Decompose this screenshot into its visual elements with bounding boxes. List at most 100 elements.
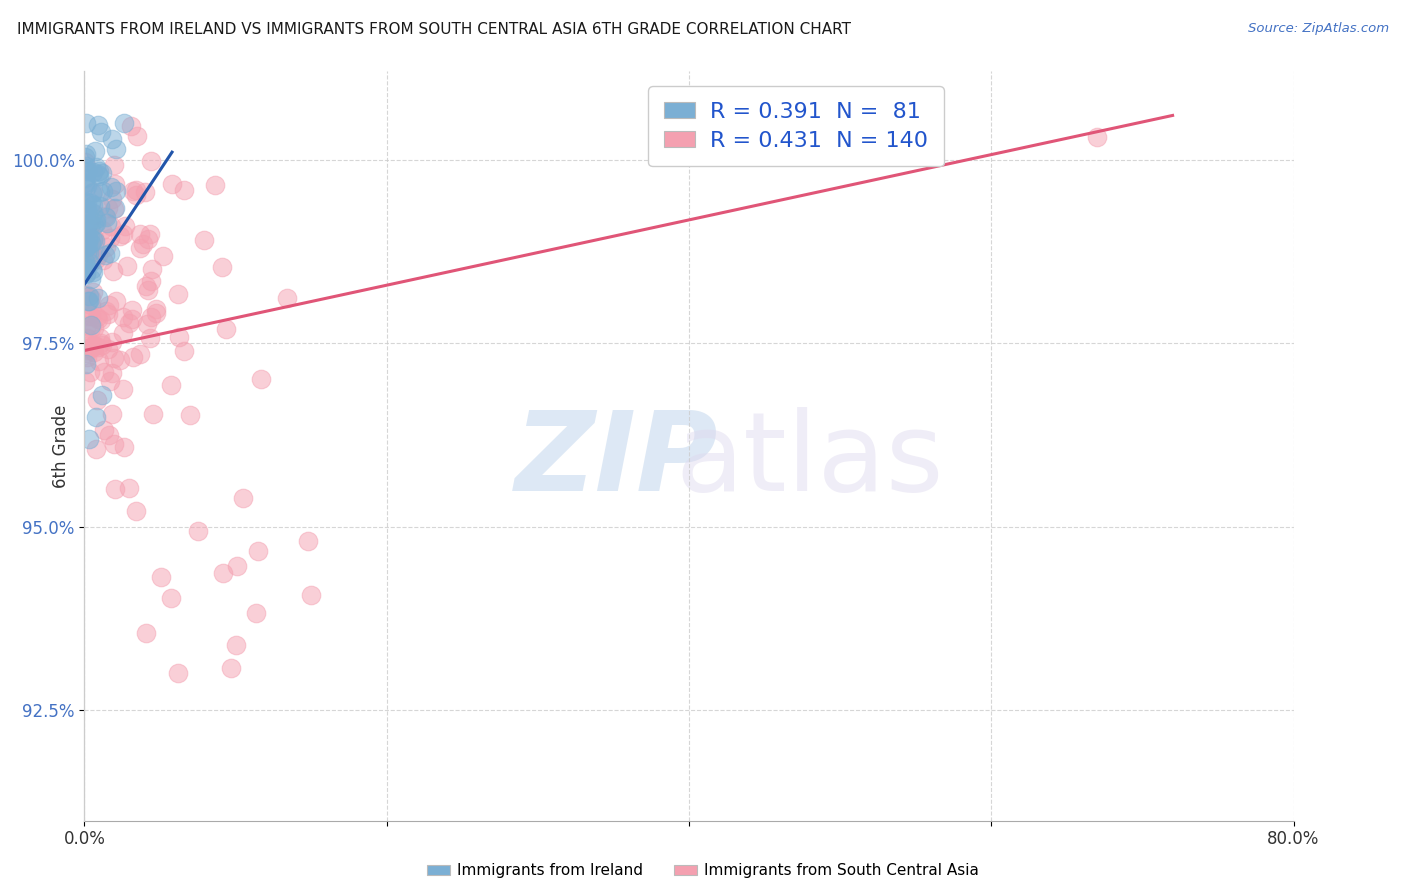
Point [75, 254, 97, 268]
Point [84, 216, 107, 230]
Point [83, 231, 105, 245]
Point [125, 503, 148, 517]
Point [75, 266, 97, 280]
Point [100, 180, 122, 194]
Point [135, 625, 157, 640]
Point [204, 178, 226, 192]
Point [145, 306, 167, 320]
Point [160, 378, 183, 392]
Point [87, 354, 110, 368]
Point [75, 241, 97, 255]
Point [138, 232, 160, 246]
Point [103, 437, 125, 451]
Point [193, 233, 215, 247]
Point [82, 285, 104, 299]
Point [80, 261, 103, 276]
Point [77, 216, 100, 230]
Point [246, 544, 269, 558]
Point [120, 119, 142, 133]
Point [80, 309, 103, 323]
Point [138, 227, 160, 241]
Point [76, 318, 98, 332]
Point [112, 310, 135, 325]
Point [141, 261, 163, 276]
Point [75, 357, 97, 371]
Point [94, 239, 117, 253]
Point [136, 283, 159, 297]
Legend: Immigrants from Ireland, Immigrants from South Central Asia: Immigrants from Ireland, Immigrants from… [420, 857, 986, 884]
Point [83, 144, 105, 158]
Point [101, 366, 124, 380]
Point [75, 230, 97, 244]
Point [125, 129, 148, 144]
Point [80, 318, 103, 332]
Point [75, 161, 97, 176]
Point [77, 294, 100, 309]
Point [75, 170, 97, 185]
Point [90, 125, 112, 139]
Point [98, 246, 121, 260]
Point [94, 210, 117, 224]
Point [115, 259, 138, 273]
Point [114, 219, 136, 234]
Point [159, 591, 181, 605]
Point [84, 442, 107, 456]
Point [101, 334, 124, 349]
Point [77, 432, 100, 446]
Point [80, 272, 103, 286]
Point [103, 202, 125, 216]
Point [91, 337, 114, 351]
Point [77, 343, 100, 357]
Point [160, 178, 183, 192]
Point [75, 203, 97, 218]
Point [79, 196, 101, 211]
Point [75, 339, 97, 353]
Point [76, 238, 98, 252]
Point [90, 336, 112, 351]
Point [79, 298, 101, 312]
Point [100, 132, 122, 146]
Point [79, 255, 101, 269]
Point [75, 289, 97, 303]
Point [75, 346, 97, 360]
Point [77, 240, 100, 254]
Point [299, 589, 322, 603]
Point [75, 116, 97, 130]
Point [84, 234, 107, 248]
Point [84, 208, 107, 222]
Point [96, 216, 118, 230]
Point [104, 482, 127, 496]
Point [91, 166, 114, 180]
Point [187, 524, 209, 538]
Point [75, 262, 97, 277]
Point [139, 153, 162, 168]
Point [79, 288, 101, 302]
Point [76, 164, 98, 178]
Point [142, 407, 165, 421]
Point [77, 293, 100, 308]
Point [111, 382, 134, 396]
Point [297, 534, 319, 549]
Point [167, 330, 190, 344]
Point [134, 185, 156, 199]
Point [91, 185, 114, 199]
Point [79, 222, 101, 236]
Point [97, 298, 120, 312]
Point [79, 230, 101, 244]
Point [83, 321, 105, 335]
Point [82, 206, 104, 220]
Point [110, 352, 132, 367]
Point [173, 183, 195, 197]
Point [135, 318, 157, 332]
Point [118, 481, 141, 495]
Point [82, 186, 104, 200]
Point [121, 184, 143, 198]
Point [84, 160, 107, 174]
Point [86, 340, 108, 354]
Point [91, 387, 114, 401]
Point [219, 661, 242, 675]
Point [212, 566, 235, 581]
Text: Source: ZipAtlas.com: Source: ZipAtlas.com [1249, 22, 1389, 36]
Point [75, 239, 97, 253]
Point [75, 155, 97, 169]
